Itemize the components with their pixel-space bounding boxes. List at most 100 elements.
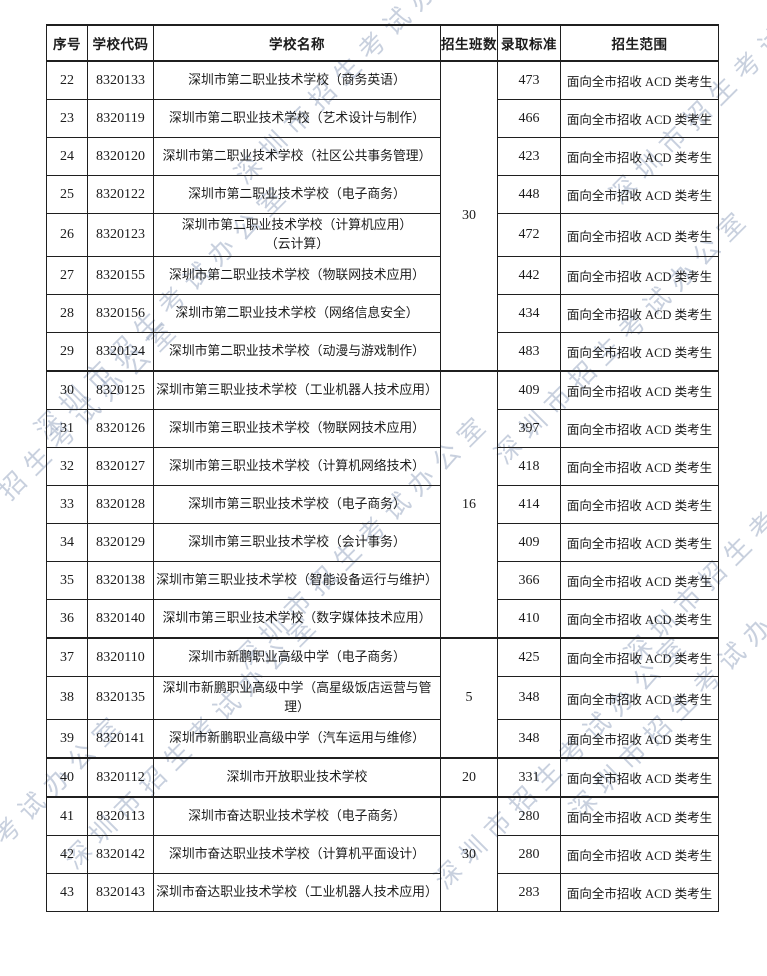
school-code-cell: 8320112 bbox=[87, 757, 154, 798]
admission-standard-cell: 434 bbox=[497, 294, 561, 333]
school-name-cell: 深圳市第三职业技术学校（物联网技术应用） bbox=[153, 409, 441, 448]
school-name-cell: 深圳市第二职业技术学校（艺术设计与制作） bbox=[153, 99, 441, 138]
admission-scope-cell: 面向全市招收 ACD 类考生 bbox=[560, 137, 719, 176]
school-code-cell: 8320113 bbox=[87, 796, 154, 836]
admission-standard-cell: 409 bbox=[497, 523, 561, 562]
school-code-cell: 8320156 bbox=[87, 294, 154, 333]
admission-table: 序号 学校代码 学校名称 招生班数 录取标准 招生范围 22 8320133 深圳市… bbox=[46, 24, 719, 912]
school-name-cell: 深圳市奋达职业技术学校（工业机器人技术应用） bbox=[153, 873, 441, 912]
serial-cell: 23 bbox=[46, 99, 88, 138]
school-code-cell: 8320142 bbox=[87, 835, 154, 874]
admission-scope-cell: 面向全市招收 ACD 类考生 bbox=[560, 99, 719, 138]
admission-scope-cell: 面向全市招收 ACD 类考生 bbox=[560, 256, 719, 295]
table-row: 26 8320123 深圳市第二职业技术学校（计算机应用） （云计算） 472 面向全市… bbox=[46, 213, 719, 257]
serial-cell: 35 bbox=[46, 561, 88, 600]
admission-standard-cell: 280 bbox=[497, 835, 561, 874]
table-row: 34 8320129 深圳市第三职业技术学校（会计事务） 409 面向全市招收 ACD … bbox=[46, 523, 719, 562]
school-name-cell: 深圳市第三职业技术学校（数字媒体技术应用） bbox=[153, 599, 441, 639]
school-name-cell: 深圳市第二职业技术学校（社区公共事务管理） bbox=[153, 137, 441, 176]
admission-scope-cell: 面向全市招收 ACD 类考生 bbox=[560, 719, 719, 759]
admission-standard-cell: 283 bbox=[497, 873, 561, 912]
table-row: 30 8320125 深圳市第三职业技术学校（工业机器人技术应用） 16 409 面向全市… bbox=[46, 370, 719, 639]
table-row: 43 8320143 深圳市奋达职业技术学校（工业机器人技术应用） 283 面向全市招收… bbox=[46, 873, 719, 912]
school-name-cell: 深圳市新鹏职业高级中学（电子商务） bbox=[153, 637, 441, 677]
table-row: 24 8320120 深圳市第二职业技术学校（社区公共事务管理） 423 面向全市招收 … bbox=[46, 137, 719, 176]
admission-standard-cell: 472 bbox=[497, 213, 561, 257]
admission-standard-cell: 473 bbox=[497, 60, 561, 100]
serial-cell: 37 bbox=[46, 637, 88, 677]
serial-cell: 41 bbox=[46, 796, 88, 836]
table-row: 23 8320119 深圳市第二职业技术学校（艺术设计与制作） 466 面向全市招收 A… bbox=[46, 99, 719, 138]
admission-standard-cell: 366 bbox=[497, 561, 561, 600]
serial-cell: 24 bbox=[46, 137, 88, 176]
serial-cell: 22 bbox=[46, 60, 88, 100]
table-body: 22 8320133 深圳市第二职业技术学校（商务英语） 30 473 面向全市招收 AC… bbox=[46, 60, 719, 912]
admission-scope-cell: 面向全市招收 ACD 类考生 bbox=[560, 796, 719, 836]
admission-scope-cell: 面向全市招收 ACD 类考生 bbox=[560, 523, 719, 562]
school-code-cell: 8320125 bbox=[87, 370, 154, 410]
school-code-cell: 8320123 bbox=[87, 213, 154, 257]
school-code-cell: 8320126 bbox=[87, 409, 154, 448]
school-code-cell: 8320120 bbox=[87, 137, 154, 176]
serial-cell: 34 bbox=[46, 523, 88, 562]
class-count-cell: 16 bbox=[440, 370, 498, 639]
serial-cell: 25 bbox=[46, 175, 88, 214]
serial-cell: 26 bbox=[46, 213, 88, 257]
class-count-cell: 30 bbox=[440, 60, 498, 372]
serial-cell: 36 bbox=[46, 599, 88, 639]
school-name-cell: 深圳市第二职业技术学校（动漫与游戏制作） bbox=[153, 332, 441, 372]
table-row: 25 8320122 深圳市第二职业技术学校（电子商务） 448 面向全市招收 ACD … bbox=[46, 175, 719, 214]
admission-standard-cell: 397 bbox=[497, 409, 561, 448]
school-name-cell: 深圳市开放职业技术学校 bbox=[153, 757, 441, 798]
admission-scope-cell: 面向全市招收 ACD 类考生 bbox=[560, 332, 719, 372]
table-row: 22 8320133 深圳市第二职业技术学校（商务英语） 30 473 面向全市招收 AC… bbox=[46, 60, 719, 372]
admission-standard-cell: 348 bbox=[497, 719, 561, 759]
school-code-cell: 8320128 bbox=[87, 485, 154, 524]
school-name-cell: 深圳市第三职业技术学校（工业机器人技术应用） bbox=[153, 370, 441, 410]
admission-standard-cell: 414 bbox=[497, 485, 561, 524]
table-row: 39 8320141 深圳市新鹏职业高级中学（汽车运用与维修） 348 面向全市招收 A… bbox=[46, 719, 719, 759]
header-row: 序号 学校代码 学校名称 招生班数 录取标准 招生范围 bbox=[46, 24, 719, 62]
admission-standard-cell: 280 bbox=[497, 796, 561, 836]
admission-scope-cell: 面向全市招收 ACD 类考生 bbox=[560, 213, 719, 257]
admission-scope-cell: 面向全市招收 ACD 类考生 bbox=[560, 561, 719, 600]
admission-standard-cell: 410 bbox=[497, 599, 561, 639]
serial-cell: 32 bbox=[46, 447, 88, 486]
table-row: 35 8320138 深圳市第三职业技术学校（智能设备运行与维护） 366 面向全市招收… bbox=[46, 561, 719, 600]
admission-scope-cell: 面向全市招收 ACD 类考生 bbox=[560, 485, 719, 524]
school-name-cell: 深圳市第二职业技术学校（商务英语） bbox=[153, 60, 441, 100]
admission-standard-cell: 348 bbox=[497, 676, 561, 720]
admission-scope-cell: 面向全市招收 ACD 类考生 bbox=[560, 60, 719, 100]
admission-standard-cell: 409 bbox=[497, 370, 561, 410]
header-school-name: 学校名称 bbox=[153, 24, 441, 62]
school-code-cell: 8320122 bbox=[87, 175, 154, 214]
table-row: 36 8320140 深圳市第三职业技术学校（数字媒体技术应用） 410 面向全市招收 … bbox=[46, 599, 719, 639]
school-code-cell: 8320140 bbox=[87, 599, 154, 639]
admission-scope-cell: 面向全市招收 ACD 类考生 bbox=[560, 757, 719, 798]
table-row: 42 8320142 深圳市奋达职业技术学校（计算机平面设计） 280 面向全市招收 A… bbox=[46, 835, 719, 874]
table-row: 37 8320110 深圳市新鹏职业高级中学（电子商务） 5 425 面向全市招收 ACD… bbox=[46, 637, 719, 759]
school-name-cell: 深圳市第三职业技术学校（电子商务） bbox=[153, 485, 441, 524]
school-name-cell: 深圳市第二职业技术学校（网络信息安全） bbox=[153, 294, 441, 333]
header-serial: 序号 bbox=[46, 24, 88, 62]
admission-scope-cell: 面向全市招收 ACD 类考生 bbox=[560, 409, 719, 448]
school-name-cell: 深圳市第三职业技术学校（会计事务） bbox=[153, 523, 441, 562]
admission-standard-cell: 442 bbox=[497, 256, 561, 295]
admission-scope-cell: 面向全市招收 ACD 类考生 bbox=[560, 175, 719, 214]
header-admission-scope: 招生范围 bbox=[560, 24, 719, 62]
serial-cell: 33 bbox=[46, 485, 88, 524]
school-name-cell: 深圳市奋达职业技术学校（电子商务） bbox=[153, 796, 441, 836]
serial-cell: 43 bbox=[46, 873, 88, 912]
table-row: 32 8320127 深圳市第三职业技术学校（计算机网络技术） 418 面向全市招收 A… bbox=[46, 447, 719, 486]
school-name-cell: 深圳市新鹏职业高级中学（汽车运用与维修） bbox=[153, 719, 441, 759]
school-code-cell: 8320129 bbox=[87, 523, 154, 562]
admission-standard-cell: 423 bbox=[497, 137, 561, 176]
table-row: 29 8320124 深圳市第二职业技术学校（动漫与游戏制作） 483 面向全市招收 A… bbox=[46, 332, 719, 372]
admission-standard-cell: 331 bbox=[497, 757, 561, 798]
school-name-cell: 深圳市第三职业技术学校（计算机网络技术） bbox=[153, 447, 441, 486]
school-code-cell: 8320141 bbox=[87, 719, 154, 759]
header-admission-standard: 录取标准 bbox=[497, 24, 561, 62]
serial-cell: 27 bbox=[46, 256, 88, 295]
table-row: 33 8320128 深圳市第三职业技术学校（电子商务） 414 面向全市招收 ACD … bbox=[46, 485, 719, 524]
